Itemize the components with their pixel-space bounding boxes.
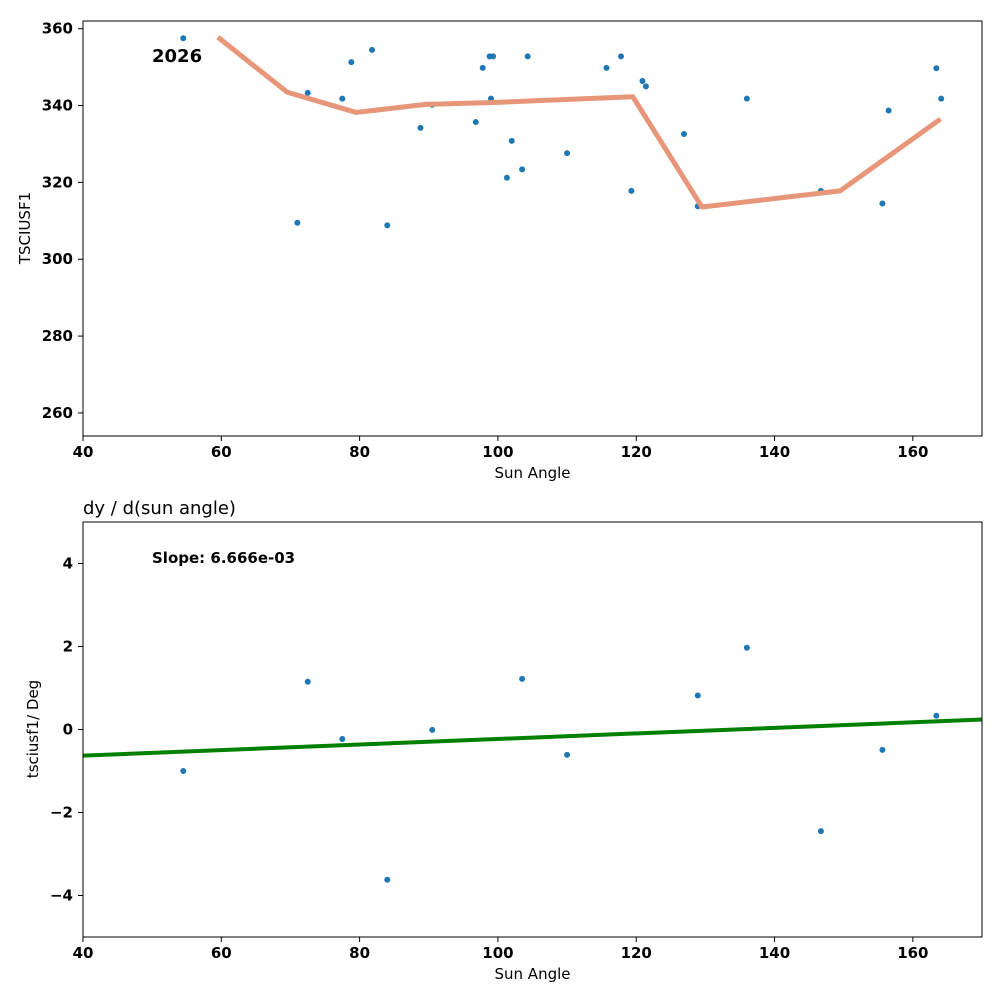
bottom-data-point bbox=[694, 692, 701, 699]
top-x-tick-label: 80 bbox=[349, 443, 370, 461]
bottom-y-tick-label: 4 bbox=[63, 555, 73, 573]
bottom-y-axis-label: tsciusf1/ Deg bbox=[24, 680, 42, 778]
top-data-point bbox=[879, 200, 886, 207]
bottom-panel: dy / d(sun angle) Slope: 6.666e-03 Sun A… bbox=[24, 498, 983, 983]
bottom-x-tick-label: 140 bbox=[759, 944, 790, 962]
top-data-point bbox=[524, 53, 531, 60]
bottom-data-point bbox=[304, 678, 311, 685]
bottom-x-tick-label: 80 bbox=[349, 944, 370, 962]
bottom-data-point bbox=[879, 746, 886, 753]
bottom-data-point bbox=[384, 876, 391, 883]
top-data-point bbox=[564, 150, 571, 157]
bottom-y-tick-label: 0 bbox=[63, 721, 73, 739]
bottom-data-point bbox=[429, 726, 436, 733]
top-trend-line bbox=[216, 35, 942, 210]
top-chart-annotation: 2026 bbox=[152, 46, 202, 67]
bottom-x-tick-label: 100 bbox=[482, 944, 513, 962]
top-data-point bbox=[642, 83, 649, 90]
top-data-point bbox=[384, 222, 391, 229]
top-data-point bbox=[490, 53, 497, 60]
bottom-data-point bbox=[564, 751, 571, 758]
bottom-y-tick-label: −4 bbox=[50, 887, 73, 905]
top-data-point bbox=[885, 107, 892, 114]
top-x-tick-label: 160 bbox=[897, 443, 928, 461]
top-data-point bbox=[294, 219, 301, 226]
top-data-point bbox=[933, 65, 940, 72]
bottom-y-tick-label: −2 bbox=[50, 804, 73, 822]
bottom-y-tick-label: 2 bbox=[63, 638, 73, 656]
bottom-plot-area bbox=[83, 644, 982, 883]
top-y-tick-label: 320 bbox=[42, 173, 73, 191]
top-data-point bbox=[472, 119, 479, 126]
top-y-tick-label: 360 bbox=[42, 20, 73, 38]
top-data-point bbox=[603, 64, 610, 71]
top-x-tick-label: 40 bbox=[73, 443, 94, 461]
bottom-x-tick-label: 120 bbox=[621, 944, 652, 962]
bottom-data-point bbox=[180, 768, 187, 774]
top-x-tick-label: 120 bbox=[621, 443, 652, 461]
bottom-x-tick-label: 60 bbox=[211, 944, 232, 962]
top-data-point bbox=[339, 95, 346, 102]
top-plot-frame bbox=[82, 20, 983, 437]
bottom-x-tick-label: 160 bbox=[897, 944, 928, 962]
top-data-point bbox=[743, 95, 750, 102]
top-y-tick-label: 280 bbox=[42, 327, 73, 345]
top-x-tick-label: 60 bbox=[211, 443, 232, 461]
top-x-tick-label: 140 bbox=[759, 443, 790, 461]
top-data-point bbox=[938, 95, 945, 102]
top-data-point bbox=[348, 59, 355, 66]
top-x-tick-label: 100 bbox=[482, 443, 513, 461]
top-data-point bbox=[479, 64, 486, 71]
top-data-point bbox=[680, 130, 687, 137]
bottom-x-axis-label: Sun Angle bbox=[495, 965, 571, 983]
top-panel: 2026 Sun Angle TSCIUSF1 40 60 80 100 120 140 1… bbox=[16, 20, 983, 482]
top-data-point bbox=[618, 53, 625, 60]
bottom-data-point bbox=[519, 675, 526, 682]
bottom-data-point bbox=[933, 712, 940, 719]
bottom-data-point bbox=[743, 644, 750, 651]
top-data-point bbox=[369, 46, 376, 53]
top-y-axis-label: TSCIUSF1 bbox=[16, 192, 34, 265]
bottom-data-point bbox=[339, 736, 346, 743]
top-y-tick-label: 340 bbox=[42, 97, 73, 115]
top-data-point bbox=[639, 77, 646, 84]
bottom-plot-frame bbox=[82, 521, 983, 938]
bottom-x-tick-label: 40 bbox=[73, 944, 94, 962]
top-y-tick-label: 260 bbox=[42, 404, 73, 422]
top-data-point bbox=[519, 166, 526, 173]
top-data-point bbox=[417, 124, 424, 131]
bottom-fit-line bbox=[83, 717, 982, 758]
top-plot-area bbox=[180, 35, 945, 229]
top-data-point bbox=[503, 174, 510, 181]
bottom-chart-title: dy / d(sun angle) bbox=[83, 498, 236, 519]
top-y-tick-label: 300 bbox=[42, 250, 73, 268]
bottom-chart-annotation: Slope: 6.666e-03 bbox=[152, 549, 295, 567]
top-data-point bbox=[508, 137, 515, 144]
top-data-point bbox=[628, 187, 635, 194]
top-x-axis-label: Sun Angle bbox=[495, 464, 571, 482]
bottom-data-point bbox=[817, 828, 824, 835]
top-data-point bbox=[180, 35, 187, 42]
top-data-point bbox=[304, 89, 311, 96]
